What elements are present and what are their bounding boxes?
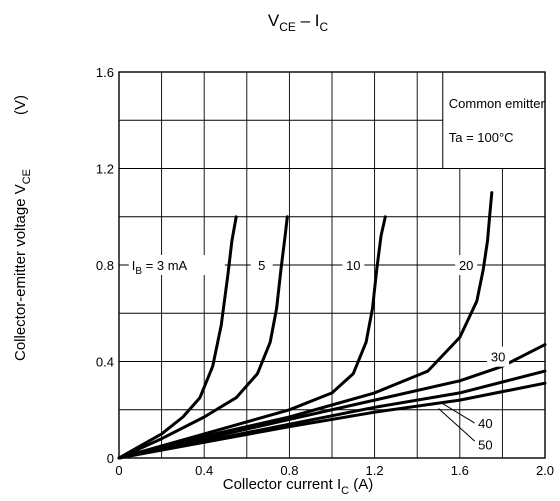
series-label-background — [455, 255, 478, 275]
series-line — [117, 215, 289, 460]
series-line — [117, 381, 547, 460]
x-tick-label: 1.6 — [451, 463, 469, 478]
series-label: 5 — [258, 258, 265, 273]
x-tick-label: 2.0 — [536, 463, 554, 478]
y-tick-label: 0 — [107, 451, 114, 466]
x-tick-label: 1.2 — [366, 463, 384, 478]
series-label-background — [474, 413, 497, 434]
series-line — [117, 215, 387, 460]
axis-layer: 0 0.4 0.8 1.2 1.6 2.0 0 0.4 0.8 1.2 1.6 — [96, 65, 554, 478]
x-tick-label: 0 — [115, 463, 122, 478]
leader-line — [442, 403, 475, 424]
series-layer — [117, 191, 547, 460]
series-line — [117, 191, 494, 460]
series-label-background — [250, 255, 273, 275]
annotation-text: Ta = 100°C — [449, 130, 514, 145]
series-label: 30 — [491, 350, 505, 365]
series-label: 40 — [478, 416, 492, 431]
y-tick-label: 0.8 — [96, 258, 114, 273]
y-axis-unit: (V) — [12, 95, 29, 115]
y-tick-label: 0.4 — [96, 355, 114, 370]
leader-line — [438, 408, 476, 442]
y-tick-label: 1.2 — [96, 162, 114, 177]
annotation-box — [442, 71, 546, 169]
y-tick-label: 1.6 — [96, 65, 114, 80]
x-axis-label: Collector current IC (A) — [223, 476, 374, 497]
x-tick-label: 0.4 — [195, 463, 213, 478]
annotation-text: Common emitter — [449, 96, 546, 111]
series-label-background — [128, 255, 225, 275]
chart-title: VCE – IC — [268, 11, 329, 34]
series-label: 10 — [346, 258, 360, 273]
plot-frame — [118, 71, 546, 459]
series-label: 20 — [459, 258, 473, 273]
series-label: IB = 3 mA — [132, 258, 188, 277]
annotation-layer: Common emitter Ta = 100°C IB = 3 mA 5 10 20 30… — [128, 71, 546, 455]
series-label-background — [342, 255, 365, 275]
y-axis-label: Collector-emitter voltage VCE — [12, 169, 33, 361]
series-label-background — [487, 346, 510, 367]
series-label-background — [474, 434, 497, 455]
series-label: 50 — [478, 438, 492, 453]
x-tick-label: 0.8 — [280, 463, 298, 478]
series-line — [117, 215, 238, 460]
